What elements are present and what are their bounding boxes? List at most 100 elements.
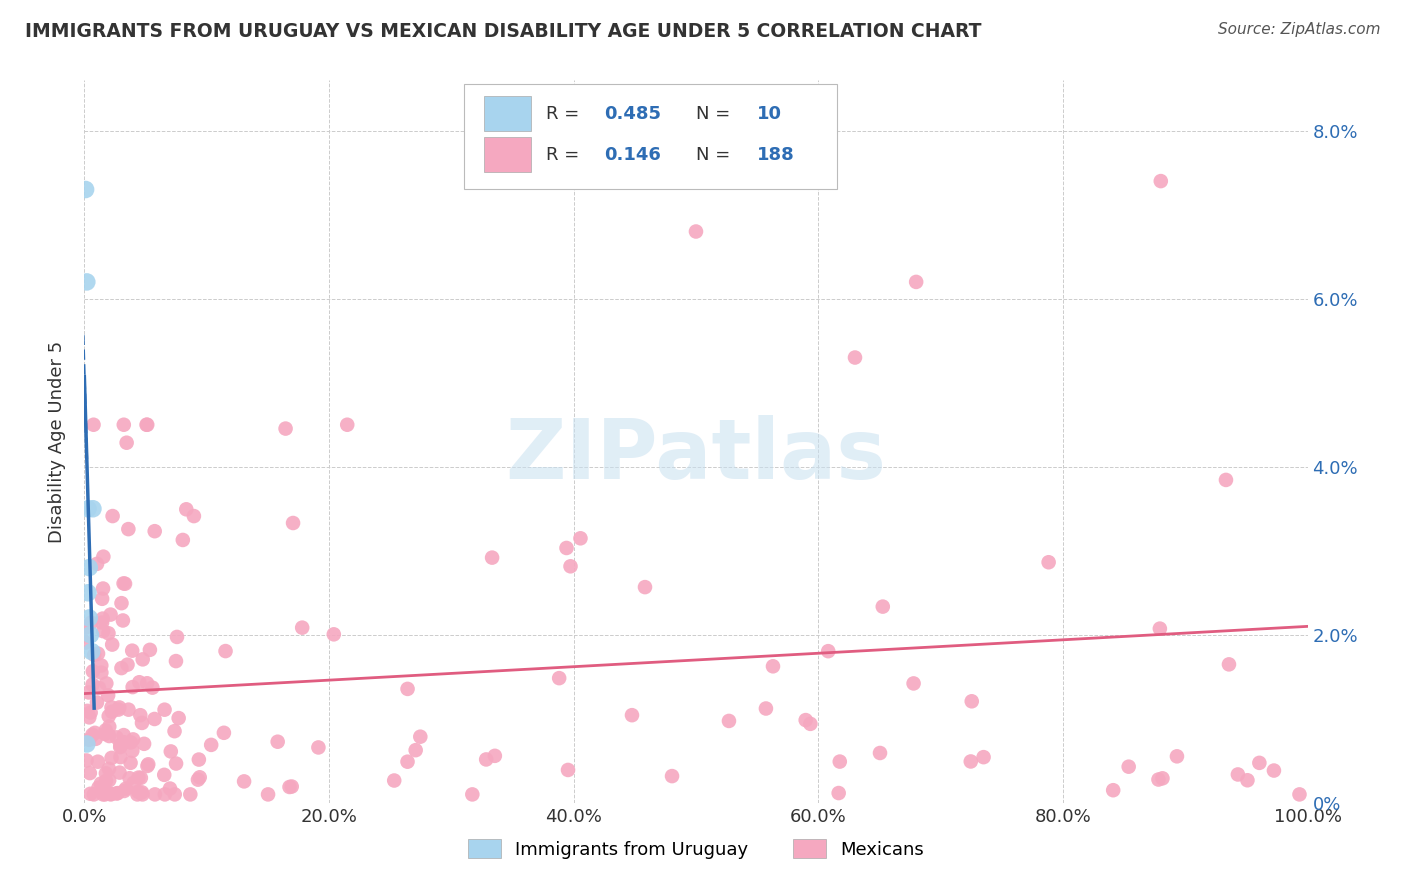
Point [91,611,114,625]
Point [1249,756,1271,770]
Point [115,781,138,796]
Point [105,787,128,801]
Point [278,780,301,794]
Point [131,652,153,666]
Point [1102,783,1125,797]
Point [212,726,235,740]
Point [94,723,117,738]
FancyBboxPatch shape [484,96,531,131]
Point [98,773,121,788]
Point [136,417,159,432]
Point [188,770,211,784]
Point [1150,174,1173,188]
Point [257,788,280,802]
Point [555,541,578,555]
Point [475,752,498,766]
Point [187,772,209,787]
Text: IMMIGRANTS FROM URUGUAY VS MEXICAN DISABILITY AGE UNDER 5 CORRELATION CHART: IMMIGRANTS FROM URUGUAY VS MEXICAN DISAB… [25,22,981,41]
Point [484,748,506,763]
Point [121,744,143,758]
Point [129,771,152,785]
Point [143,524,166,538]
Point [762,659,785,673]
Point [93,785,115,799]
Point [93,783,115,797]
FancyBboxPatch shape [484,137,531,172]
Point [827,786,849,800]
Point [214,644,236,658]
Point [90,776,112,790]
Text: 0.485: 0.485 [605,104,661,122]
Point [828,755,851,769]
Point [76,275,98,289]
Point [97,762,120,776]
Point [77,732,100,747]
Point [110,750,132,764]
Point [90,658,112,673]
Point [101,638,124,652]
Point [98,729,121,743]
Point [1226,767,1249,781]
Point [557,763,579,777]
Point [153,788,176,802]
Point [960,694,983,708]
Point [77,685,100,699]
Point [94,788,117,802]
Point [94,766,117,780]
Point [98,720,121,734]
Text: R =: R = [546,104,579,122]
Point [110,661,132,675]
Point [872,599,894,614]
Point [143,788,166,802]
Point [903,676,925,690]
Point [128,675,150,690]
Point [97,626,120,640]
Point [120,756,142,770]
Point [117,703,139,717]
Point [115,435,138,450]
Point [959,755,981,769]
Point [799,716,821,731]
Point [159,781,181,796]
Point [75,621,97,635]
Point [336,417,359,432]
Point [569,531,592,545]
Point [84,731,107,746]
Point [75,182,97,196]
Point [97,688,120,702]
Point [79,787,101,801]
Point [187,753,209,767]
Text: 10: 10 [758,104,782,122]
Point [153,768,176,782]
Point [1152,772,1174,786]
Point [1149,622,1171,636]
Point [634,580,657,594]
Point [76,704,98,718]
Point [75,635,97,649]
Point [382,773,405,788]
Point [90,665,112,680]
Point [396,681,419,696]
Point [87,647,110,661]
Point [82,677,104,691]
Point [132,737,155,751]
Y-axis label: Disability Age Under 5: Disability Age Under 5 [48,341,66,542]
Point [1147,772,1170,787]
Point [76,754,98,768]
Point [79,628,101,642]
Text: ZIPatlas: ZIPatlas [506,416,886,497]
Point [120,735,142,749]
Point [80,644,103,658]
Point [122,776,145,790]
Point [405,743,427,757]
Point [172,533,194,547]
Point [79,710,101,724]
Point [136,757,159,772]
Point [100,607,122,622]
Point [141,681,163,695]
Point [112,576,135,591]
Point [82,728,104,742]
Point [131,788,153,802]
Point [112,784,135,798]
Point [100,751,122,765]
